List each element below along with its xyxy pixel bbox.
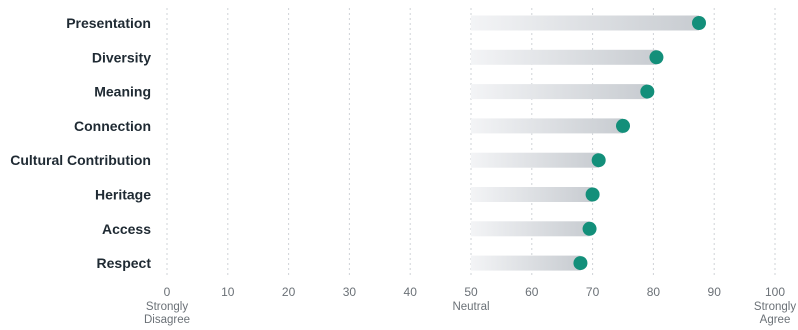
- bar-layer: [471, 15, 699, 271]
- bar-access: [471, 221, 590, 237]
- dot-respect: [573, 256, 588, 271]
- category-label-diversity: Diversity: [92, 49, 151, 65]
- x-tick-label-0: 0: [164, 285, 171, 299]
- category-label-meaning: Meaning: [94, 84, 151, 100]
- x-tick-label-60: 60: [525, 285, 539, 299]
- category-label-connection: Connection: [74, 118, 151, 134]
- x-anchor-label-0-1: Disagree: [144, 314, 190, 326]
- dot-layer: [573, 16, 706, 271]
- bar-meaning: [471, 84, 648, 100]
- x-tick-label-30: 30: [343, 285, 357, 299]
- x-tick-label-40: 40: [404, 285, 418, 299]
- x-tick-label-20: 20: [282, 285, 296, 299]
- category-label-cultural-contribution: Cultural Contribution: [10, 152, 151, 168]
- x-tick-label-10: 10: [221, 285, 235, 299]
- x-anchor-label-100-0: Strongly: [754, 301, 796, 313]
- dot-diversity: [649, 50, 664, 65]
- x-tick-label-70: 70: [586, 285, 600, 299]
- dot-cultural-contribution: [591, 153, 606, 168]
- x-anchor-label-50-0: Neutral: [452, 301, 489, 313]
- category-label-respect: Respect: [97, 255, 152, 271]
- x-tick-label-100: 100: [765, 285, 785, 299]
- dot-meaning: [640, 84, 655, 99]
- dot-connection: [616, 118, 630, 133]
- x-tick-label-50: 50: [464, 285, 478, 299]
- bar-presentation: [471, 15, 699, 31]
- category-label-heritage: Heritage: [95, 187, 151, 203]
- dot-presentation: [692, 16, 706, 30]
- bar-connection: [471, 118, 623, 134]
- x-tick-label-80: 80: [647, 285, 661, 299]
- x-tick-label-90: 90: [708, 285, 722, 299]
- dot-heritage: [585, 187, 600, 202]
- bar-heritage: [471, 187, 593, 202]
- dot-access: [582, 221, 597, 236]
- bar-diversity: [471, 49, 657, 65]
- category-label-presentation: Presentation: [66, 15, 151, 31]
- x-axis-ticks: 0 10 20 30 40 50 60 70 80 90 100StronglyDisagreeNe…: [144, 285, 796, 326]
- bar-respect: [471, 255, 581, 271]
- bar-cultural-contribution: [471, 152, 599, 168]
- category-label-access: Access: [102, 221, 151, 237]
- category-labels: Presentation Diversity Meaning Connection Cu…: [10, 15, 151, 271]
- x-anchor-label-0-0: Strongly: [146, 301, 188, 313]
- x-anchor-label-100-1: Agree: [760, 314, 791, 326]
